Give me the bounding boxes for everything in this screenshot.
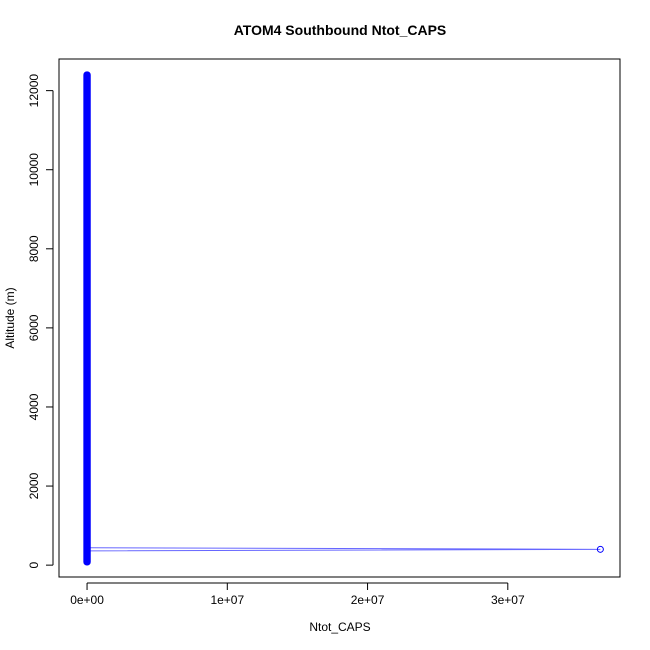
y-tick-label: 12000 (27, 74, 41, 108)
series-line (87, 547, 601, 552)
y-tick-label: 10000 (27, 153, 41, 187)
y-tick-label: 6000 (27, 314, 41, 341)
plot-area (58, 58, 621, 578)
y-axis: 0 2000 4000 6000 8000 10000 12000 (27, 74, 54, 568)
series-layer (83, 71, 604, 566)
y-tick-label: 2000 (27, 472, 41, 499)
data-point (596, 545, 604, 553)
y-tick-label: 0 (27, 561, 41, 568)
y-tick-label: 4000 (27, 393, 41, 420)
x-tick-label: 0e+00 (70, 593, 104, 607)
x-axis-label: Ntot_CAPS (309, 620, 370, 634)
x-axis: 0e+00 1e+07 2e+07 3e+07 (70, 582, 525, 607)
y-tick-label: 8000 (27, 235, 41, 262)
x-tick-label: 2e+07 (351, 593, 385, 607)
x-tick-label: 1e+07 (210, 593, 244, 607)
x-tick-label: 3e+07 (491, 593, 525, 607)
y-axis-label: Altitude (m) (3, 287, 17, 348)
dense-point-column (83, 71, 91, 566)
chart-title: ATOM4 Southbound Ntot_CAPS (234, 22, 447, 38)
